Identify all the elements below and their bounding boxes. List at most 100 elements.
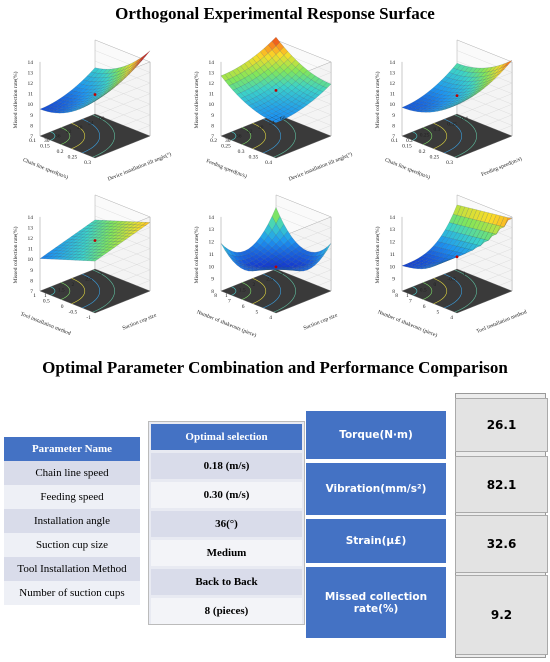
floor-contour xyxy=(273,269,296,313)
optimal-value: 8 (pieces) xyxy=(151,598,302,624)
y-tick-label: -1 xyxy=(461,271,466,277)
floor-contour xyxy=(412,131,418,141)
optimal-value: 0.30 (m/s) xyxy=(151,482,302,508)
x-tick-label: 7 xyxy=(228,299,231,305)
surface-plot-svg: 7 8 9 10 11 12 13 14 Missed collection rate(%) 0.… xyxy=(193,37,354,183)
z-tick-label: 7 xyxy=(211,134,214,140)
x-axis-label: Number of shakeouts (piece) xyxy=(196,308,258,338)
z-tick-label: 8 xyxy=(211,123,214,129)
x-tick-label: 0.5 xyxy=(43,299,50,305)
y-tick-label: 30 xyxy=(225,138,231,144)
y-axis-label: Device installation tilt angle(°) xyxy=(107,151,173,183)
x-tick-label: 8 xyxy=(214,293,217,299)
x-tick-label: 1 xyxy=(33,293,36,299)
metric-value-missed-rate: 9.2 xyxy=(455,575,548,655)
contour-floor xyxy=(401,268,513,314)
z-tick-label: 14 xyxy=(390,215,396,221)
parameter-name-table: Parameter Name Chain line speed Feeding … xyxy=(4,437,140,605)
z-tick-label: 10 xyxy=(209,264,215,270)
x-axis-label: Chain line speed(m/s) xyxy=(22,156,70,181)
response-surface-title: Orthogonal Experimental Response Surface xyxy=(115,4,435,23)
floor-contour xyxy=(252,123,267,149)
y-axis-label: Suction cup size xyxy=(122,312,158,331)
z-tick-label: 13 xyxy=(209,71,215,77)
x-tick-label: 0.1 xyxy=(29,138,36,144)
response-surface-plot: 7 8 9 10 11 12 13 14 Missed collection rate(%) 1 0… xyxy=(5,185,185,340)
y-tick-label: 2.5 xyxy=(85,277,92,283)
floor-contour xyxy=(71,278,86,304)
z-tick-label: 14 xyxy=(28,215,34,221)
surface-plot-svg: 7 8 9 10 11 12 13 14 Missed collection rate(%) 0.… xyxy=(12,39,173,183)
y-axis-label: Suction cup size xyxy=(303,312,339,331)
x-tick-label: 0.3 xyxy=(238,149,245,155)
floor-contour xyxy=(82,273,101,309)
y-tick-label: 1 xyxy=(225,293,228,299)
y-tick-label: 3 xyxy=(99,271,102,277)
response-surface-plot: 7 8 9 10 11 12 13 14 Missed collection rate(%) 0.… xyxy=(367,30,547,185)
y-axis-label: Device installation tilt angle(°) xyxy=(288,151,354,183)
z-tick-label: 9 xyxy=(211,277,214,283)
z-tick-label: 11 xyxy=(209,252,215,258)
z-axis-label: Missed collection rate(%) xyxy=(374,71,381,128)
metric-value-torque: 26.1 xyxy=(455,398,548,452)
floor-contour xyxy=(92,269,115,313)
response-surface-plot: 8 9 10 11 12 13 14 Missed collection rate(%) 8 7 6… xyxy=(186,185,366,340)
parameter-row: Installation angle xyxy=(4,509,140,533)
z-tick-label: 13 xyxy=(28,226,34,232)
z-tick-label: 7 xyxy=(30,289,33,295)
optimum-point xyxy=(274,265,278,269)
metric-value-vibration: 82.1 xyxy=(455,456,548,513)
response-surface-plot: 7 8 9 10 11 12 13 14 Missed collection rate(%) 0.… xyxy=(5,30,185,185)
z-tick-label: 8 xyxy=(30,123,33,129)
x-tick-label: 0.2 xyxy=(419,149,426,155)
floor-contour xyxy=(423,282,433,300)
z-tick-label: 11 xyxy=(28,247,34,253)
y-axis-label: Feeding speed(m/s) xyxy=(480,155,523,178)
z-tick-label: 8 xyxy=(392,123,395,129)
z-tick-label: 9 xyxy=(30,113,33,119)
contour-floor xyxy=(39,113,151,159)
y-tick-label: 0 xyxy=(434,282,437,288)
z-tick-label: 14 xyxy=(28,60,34,66)
floor-contour xyxy=(423,127,433,145)
x-tick-label: 5 xyxy=(256,310,259,316)
z-tick-label: 10 xyxy=(390,264,396,270)
y-tick-label: 1 xyxy=(44,293,47,299)
floor-contour xyxy=(444,273,463,309)
z-tick-label: 11 xyxy=(390,252,396,258)
floor-contour xyxy=(454,269,477,313)
x-tick-label: 0.25 xyxy=(221,144,231,150)
floor-contour xyxy=(242,127,252,145)
surface-cell xyxy=(90,219,100,223)
y-tick-label: 42 xyxy=(247,129,253,135)
floor-contour xyxy=(242,282,252,300)
floor-contour xyxy=(273,114,296,158)
x-tick-label: 4 xyxy=(269,315,272,321)
optimal-value: 36(°) xyxy=(151,511,302,537)
y-tick-label: 60 xyxy=(280,116,286,122)
surface-cell xyxy=(90,67,100,73)
floor-contour xyxy=(263,118,282,154)
z-tick-label: 7 xyxy=(30,134,33,140)
y-tick-label: 60 xyxy=(99,116,105,122)
z-tick-label: 11 xyxy=(209,92,215,98)
y-tick-label: 48 xyxy=(77,125,83,131)
contour-floor xyxy=(39,268,151,314)
z-tick-label: 14 xyxy=(209,215,215,221)
response-surface-plot: 8 9 10 11 12 13 14 Missed collection rate(%) 8 7 6… xyxy=(367,185,547,340)
floor-contour xyxy=(50,286,56,296)
z-tick-label: 13 xyxy=(28,71,34,77)
z-tick-label: 13 xyxy=(209,227,215,233)
x-tick-label: 0.2 xyxy=(57,149,64,155)
optimal-value: 0.18 (m/s) xyxy=(151,453,302,479)
floor-contour xyxy=(444,118,463,154)
z-tick-label: 12 xyxy=(390,81,396,87)
floor-contour xyxy=(433,123,448,149)
parameter-row: Feeding speed xyxy=(4,485,140,509)
z-tick-label: 9 xyxy=(392,113,395,119)
y-tick-label: 1.5 xyxy=(58,288,65,294)
x-tick-label: 0 xyxy=(61,304,64,310)
z-tick-label: 7 xyxy=(392,134,395,140)
x-axis-label: Tool installation method xyxy=(19,311,71,337)
